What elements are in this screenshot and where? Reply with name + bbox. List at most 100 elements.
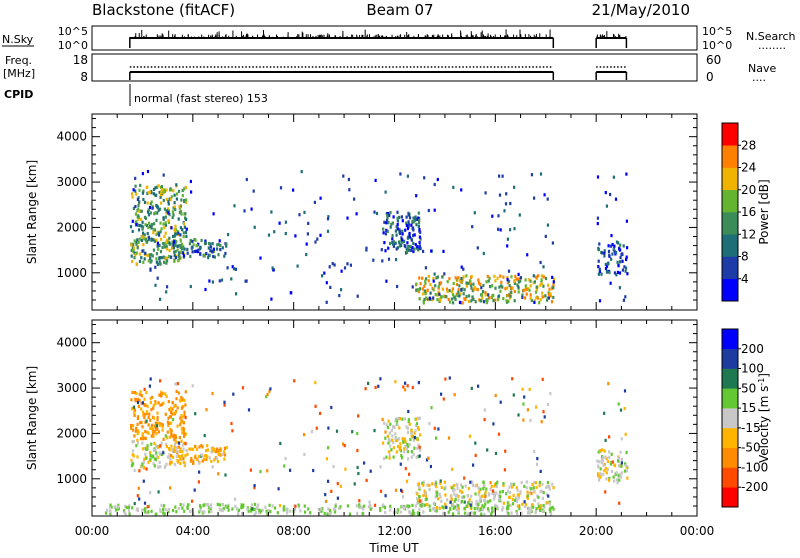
velocity-cell (420, 499, 423, 503)
velocity-cell (518, 506, 521, 511)
power-cell (417, 221, 421, 225)
velocity-cell (207, 510, 211, 514)
velocity-noise-cell (418, 499, 422, 503)
velocity-noise-cell (418, 445, 421, 449)
velocity-cell (152, 406, 155, 410)
velocity-cell (417, 443, 420, 447)
velocity-noise-cell (141, 401, 144, 405)
power-noise-cell (506, 237, 509, 241)
velocity-cell (605, 456, 608, 460)
power-noise-cell (212, 212, 215, 216)
velocity-cell (517, 496, 520, 500)
power-cell (382, 231, 385, 235)
power-noise-cell (154, 283, 157, 287)
velocity-cell (159, 403, 162, 407)
velocity-cell (511, 497, 514, 501)
velocity-cell (617, 456, 621, 460)
power-cell (395, 247, 398, 251)
power-cell (132, 206, 135, 210)
power-cell (176, 248, 179, 252)
power-cell (484, 293, 487, 297)
power-noise-cell (306, 232, 309, 236)
velocity-cell (162, 507, 165, 511)
velocity-cell (520, 511, 523, 515)
power-cell (160, 227, 163, 231)
power-cell (168, 241, 171, 245)
velocity-cell (286, 510, 289, 514)
power-cell (211, 242, 214, 246)
power-noise-cell (509, 201, 512, 206)
power-cell (179, 226, 182, 230)
power-cell (168, 236, 171, 240)
power-cell (457, 290, 460, 294)
power-noise-cell (316, 237, 319, 241)
velocity-noise-cell (169, 486, 172, 490)
velocity-cell (606, 467, 609, 472)
velocity-cell (170, 411, 173, 415)
power-cell (529, 284, 532, 288)
power-noise-cell (333, 263, 336, 267)
power-cell (619, 260, 622, 264)
velocity-cell (606, 459, 610, 464)
velocity-cell (416, 446, 419, 450)
power-cell (524, 284, 527, 288)
velocity-noise-cell (373, 429, 376, 433)
velocity-cell (242, 503, 245, 507)
power-cell (167, 219, 170, 223)
velocity-noise-cell (435, 481, 438, 485)
power-cell (149, 211, 152, 215)
velocity-cell (402, 506, 406, 510)
nsky-tick-bottom: 10^0 (58, 39, 88, 52)
velocity-cell (422, 483, 425, 487)
power-noise-cell (146, 169, 150, 174)
power-cell (479, 299, 482, 303)
power-noise-cell (233, 204, 236, 208)
power-noise-cell (325, 281, 328, 285)
power-cell (141, 220, 144, 224)
power-cell (505, 299, 508, 303)
velocity-cell (183, 413, 186, 417)
power-cell (516, 283, 519, 287)
velocity-noise-cell (428, 421, 431, 426)
velocity-noise-cell (533, 449, 536, 454)
velocity-cell (519, 490, 522, 494)
velocity-cell (175, 445, 178, 449)
power-cell (621, 259, 624, 263)
velocity-cell (176, 458, 179, 463)
velocity-cell (145, 412, 149, 416)
power-cell (511, 286, 514, 290)
power-cell (172, 234, 175, 238)
velocity-cell (144, 510, 147, 514)
station-title: Blackstone (fitACF) (92, 1, 235, 19)
velocity-cell (161, 428, 164, 432)
velocity-noise-cell (535, 462, 539, 466)
power-cell (179, 204, 182, 208)
power-cell (225, 244, 228, 248)
power-noise-cell (374, 178, 377, 182)
velocity-colorbar-segment (722, 408, 738, 429)
power-noise-cell (546, 223, 549, 227)
power-cell (598, 242, 601, 246)
power-cell (542, 284, 545, 288)
velocity-cell (170, 444, 173, 448)
power-noise-cell (284, 232, 287, 236)
power-cell (462, 292, 465, 296)
power-cell (525, 292, 528, 296)
velocity-cell (533, 498, 536, 502)
power-cell (476, 288, 479, 292)
power-cell (140, 209, 143, 213)
power-cell (445, 287, 449, 291)
power-cell (158, 256, 161, 260)
velocity-cell (548, 484, 551, 488)
velocity-cell (409, 438, 412, 442)
power-cell (385, 228, 388, 232)
power-cell (396, 226, 399, 230)
velocity-cell (227, 508, 230, 512)
power-cell (439, 281, 443, 285)
power-cell (432, 277, 435, 281)
velocity-cell (397, 417, 400, 421)
velocity-cell (550, 512, 553, 516)
velocity-cell (534, 481, 538, 485)
velocity-cell (138, 398, 141, 403)
